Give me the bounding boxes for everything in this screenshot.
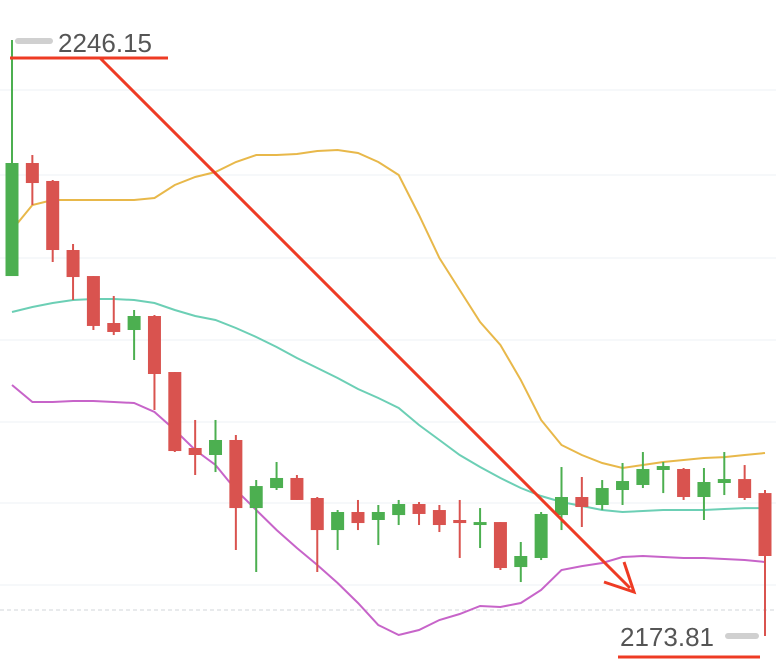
- candle-body: [636, 468, 650, 485]
- background-grid: [0, 89, 776, 611]
- candle-body: [290, 477, 304, 500]
- candles: [5, 40, 772, 636]
- candle-body: [738, 479, 752, 498]
- candle-body: [534, 513, 548, 558]
- candle-body: [86, 276, 100, 326]
- candle-body: [677, 468, 691, 498]
- candle-body: [5, 163, 19, 277]
- candle-body: [697, 482, 711, 498]
- candle-body: [66, 250, 80, 278]
- low-label: 2173.81: [620, 622, 714, 652]
- candle-body: [270, 477, 284, 489]
- candle-body: [575, 497, 589, 507]
- candle-body: [656, 466, 670, 470]
- candle-body: [188, 447, 202, 455]
- candle-body: [412, 504, 426, 514]
- candle-body: [493, 522, 507, 569]
- candle-body: [107, 323, 121, 332]
- ma-line: [11, 298, 765, 514]
- candle-body: [46, 180, 60, 251]
- candle-body: [331, 512, 345, 531]
- candle-body: [595, 488, 609, 506]
- candle-body: [310, 497, 324, 531]
- candle-body: [351, 512, 365, 524]
- ma-line: [11, 384, 766, 637]
- candle-body: [554, 497, 568, 516]
- candle-body: [616, 481, 630, 491]
- candle-body: [25, 163, 39, 184]
- candle-body: [168, 372, 182, 452]
- arrow-head: [603, 561, 637, 595]
- high-label: 2246.15: [58, 28, 152, 58]
- candle-body: [371, 512, 385, 520]
- candle-body: [392, 504, 406, 516]
- ma-line: [11, 148, 766, 470]
- candle-body: [209, 439, 223, 455]
- annotation-layer: 2246.15 2173.81: [10, 28, 760, 659]
- candle-body: [514, 556, 528, 568]
- candle-body: [432, 510, 446, 526]
- candle-body: [717, 479, 731, 484]
- candle-body: [147, 316, 161, 375]
- candle-body: [758, 493, 772, 557]
- trend-arrow: [98, 56, 632, 590]
- candle-body: [453, 519, 467, 524]
- candle-body: [249, 486, 263, 509]
- candle-body: [127, 316, 141, 331]
- candle-body: [473, 522, 487, 526]
- candle-body: [229, 439, 243, 509]
- moving-averages: [11, 148, 766, 637]
